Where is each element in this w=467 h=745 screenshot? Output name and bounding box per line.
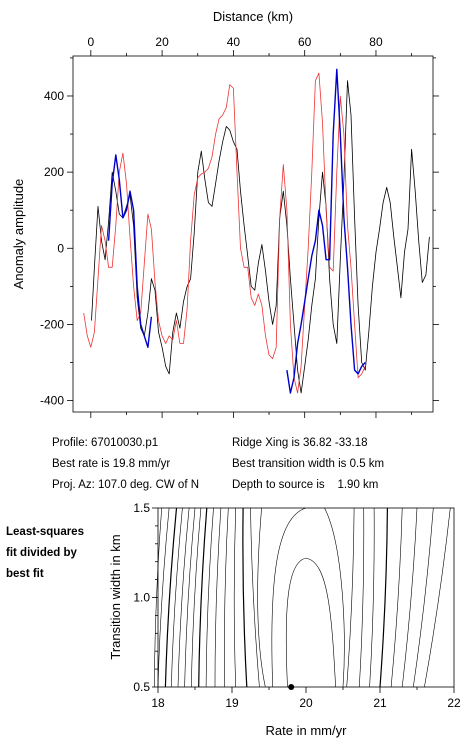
contour-line — [413, 507, 434, 688]
bottom-chart-ticks: 18 19 20 21 22 0.5 1.0 1.5 — [133, 501, 461, 710]
contour-description: Least-squares fit divided by best fit — [6, 522, 98, 585]
contour-line — [346, 507, 355, 688]
projection-azimuth-label: Proj. Az: 107.0 deg. CW of N — [52, 479, 200, 491]
top-x-tick-label: 80 — [369, 35, 383, 49]
contour-line — [198, 507, 208, 688]
misfit-contour-chart: 18 19 20 21 22 0.5 1.0 1.5 Rate in mm/yr Transi… — [108, 501, 461, 738]
contour-line — [257, 507, 266, 688]
bottom-plot-frame — [157, 507, 455, 688]
bottom-x-axis-label: Rate in mm/yr — [266, 723, 348, 738]
contour-line — [390, 507, 403, 688]
contour-description-line-2: fit divided by — [6, 547, 77, 559]
contour-line — [157, 507, 170, 688]
best-rate-label: Best rate is 19.8 mm/yr — [52, 458, 171, 470]
contour-line — [214, 507, 222, 688]
anomaly-profile-chart: 0 20 40 60 80 -400 -200 0 200 400 Distance (km) A… — [11, 9, 439, 418]
top-x-tick-label: 20 — [155, 35, 169, 49]
bottom-y-axis-label: Transition width in km — [108, 534, 123, 659]
top-y-axis-label: Anomaly amplitude — [11, 179, 26, 290]
top-plot-frame — [72, 55, 434, 413]
observed-profile-line — [91, 80, 430, 394]
contour-description-line-1: Least-squares — [6, 526, 84, 538]
y-tick-label: 400 — [44, 89, 64, 103]
fitted-window-line — [286, 68, 366, 394]
source-depth-label: Depth to source is 1.90 km — [232, 479, 379, 491]
contour-line — [191, 507, 202, 688]
top-x-tick-label: 60 — [298, 35, 312, 49]
top-x-axis-label: Distance (km) — [213, 9, 293, 24]
contour-line — [369, 507, 375, 688]
y-tick-label: 200 — [44, 165, 64, 179]
contour-line — [224, 507, 229, 688]
model-profile-line — [83, 72, 366, 394]
top-chart-series — [83, 68, 430, 394]
contour-line — [379, 507, 388, 688]
contour-line — [359, 507, 365, 688]
contour-line — [285, 557, 336, 688]
contour-line — [424, 507, 451, 688]
contour-line — [250, 507, 260, 688]
top-x-tick-label: 0 — [87, 35, 94, 49]
contour-line — [164, 507, 178, 688]
contour-y-tick-label: 1.0 — [133, 591, 150, 605]
profile-label: Profile: 67010030.p1 — [52, 437, 159, 449]
y-tick-label: -400 — [40, 394, 64, 408]
contour-y-tick-label: 0.5 — [133, 680, 150, 694]
contour-line — [205, 507, 214, 688]
top-x-tick-label: 40 — [227, 35, 241, 49]
top-chart-ticks: 0 20 40 60 80 -400 -200 0 200 400 — [40, 35, 439, 418]
y-tick-label: 0 — [57, 241, 64, 255]
contour-lines — [154, 507, 451, 690]
y-tick-label: -200 — [40, 317, 64, 331]
contour-line — [177, 507, 190, 688]
contour-line — [184, 507, 196, 688]
contour-line — [242, 507, 248, 688]
contour-x-tick-label: 20 — [299, 696, 313, 710]
contour-line — [271, 507, 307, 688]
ridge-crossing-label: Ridge Xing is 36.82 -33.18 — [232, 437, 368, 449]
contour-line — [233, 507, 236, 688]
contour-y-tick-label: 1.5 — [133, 501, 150, 515]
fitted-window-line — [107, 154, 153, 348]
contour-x-tick-label: 18 — [151, 696, 165, 710]
contour-x-tick-label: 22 — [447, 696, 461, 710]
contour-x-tick-label: 21 — [373, 696, 387, 710]
contour-line — [324, 507, 345, 688]
best-transition-width-label: Best transition width is 0.5 km — [232, 458, 385, 470]
contour-line — [171, 507, 183, 688]
contour-line — [401, 507, 418, 688]
contour-x-tick-label: 19 — [225, 696, 239, 710]
contour-description-line-3: best fit — [6, 568, 44, 580]
